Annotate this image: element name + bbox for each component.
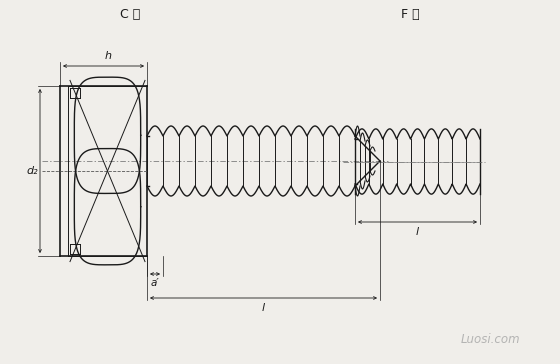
Text: l: l	[262, 303, 265, 313]
Text: C 型: C 型	[120, 8, 140, 20]
Text: l: l	[416, 227, 419, 237]
Text: d₂: d₂	[26, 166, 38, 176]
Text: a′: a′	[151, 278, 160, 288]
Text: h: h	[105, 51, 112, 61]
Text: Luosi.com: Luosi.com	[460, 333, 520, 346]
Text: F 型: F 型	[401, 8, 419, 20]
